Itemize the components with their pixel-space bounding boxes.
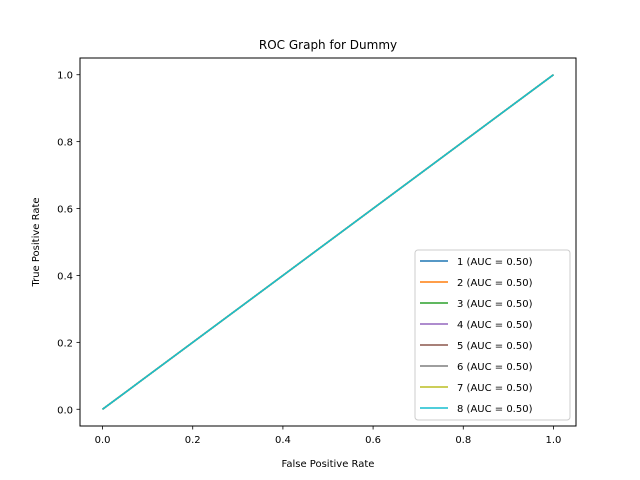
- legend-label-2: 2 (AUC = 0.50): [457, 278, 533, 289]
- y-tick-label: 0.0: [57, 405, 73, 416]
- y-tick-label: 0.4: [57, 271, 73, 282]
- chart-title: ROC Graph for Dummy: [259, 38, 397, 52]
- legend-box: [414, 249, 571, 421]
- x-tick-label: 0.6: [365, 435, 381, 446]
- x-tick-label: 0.0: [95, 435, 111, 446]
- legend-label-6: 6 (AUC = 0.50): [457, 362, 533, 373]
- legend-label-7: 7 (AUC = 0.50): [457, 383, 533, 394]
- x-tick-label: 0.4: [275, 435, 291, 446]
- legend-label-3: 3 (AUC = 0.50): [457, 299, 533, 310]
- x-tick-label: 1.0: [546, 435, 562, 446]
- x-tick-label: 0.8: [455, 435, 471, 446]
- y-tick-label: 0.6: [57, 205, 73, 216]
- series-line-8: [102, 74, 554, 410]
- x-axis-ticks: 0.0 0.2 0.4 0.6 0.8 1.0: [95, 426, 562, 446]
- legend-label-1: 1 (AUC = 0.50): [457, 257, 533, 268]
- legend: 1 (AUC = 0.50) 2 (AUC = 0.50) 3 (AUC = 0.5…: [414, 249, 571, 421]
- x-tick-label: 0.2: [185, 435, 201, 446]
- y-axis-label: True Positive Rate: [31, 197, 42, 287]
- legend-label-5: 5 (AUC = 0.50): [457, 341, 533, 352]
- legend-label-4: 4 (AUC = 0.50): [457, 320, 533, 331]
- y-tick-label: 0.2: [57, 338, 73, 349]
- x-axis-label: False Positive Rate: [282, 459, 375, 470]
- series-layer: [102, 74, 554, 410]
- y-tick-label: 0.8: [57, 138, 73, 149]
- legend-label-8: 8 (AUC = 0.50): [457, 404, 533, 415]
- y-tick-label: 1.0: [57, 71, 73, 82]
- plot-area-frame: [79, 57, 577, 427]
- y-axis-ticks: 0.0 0.2 0.4 0.6 0.8 1.0: [57, 71, 80, 416]
